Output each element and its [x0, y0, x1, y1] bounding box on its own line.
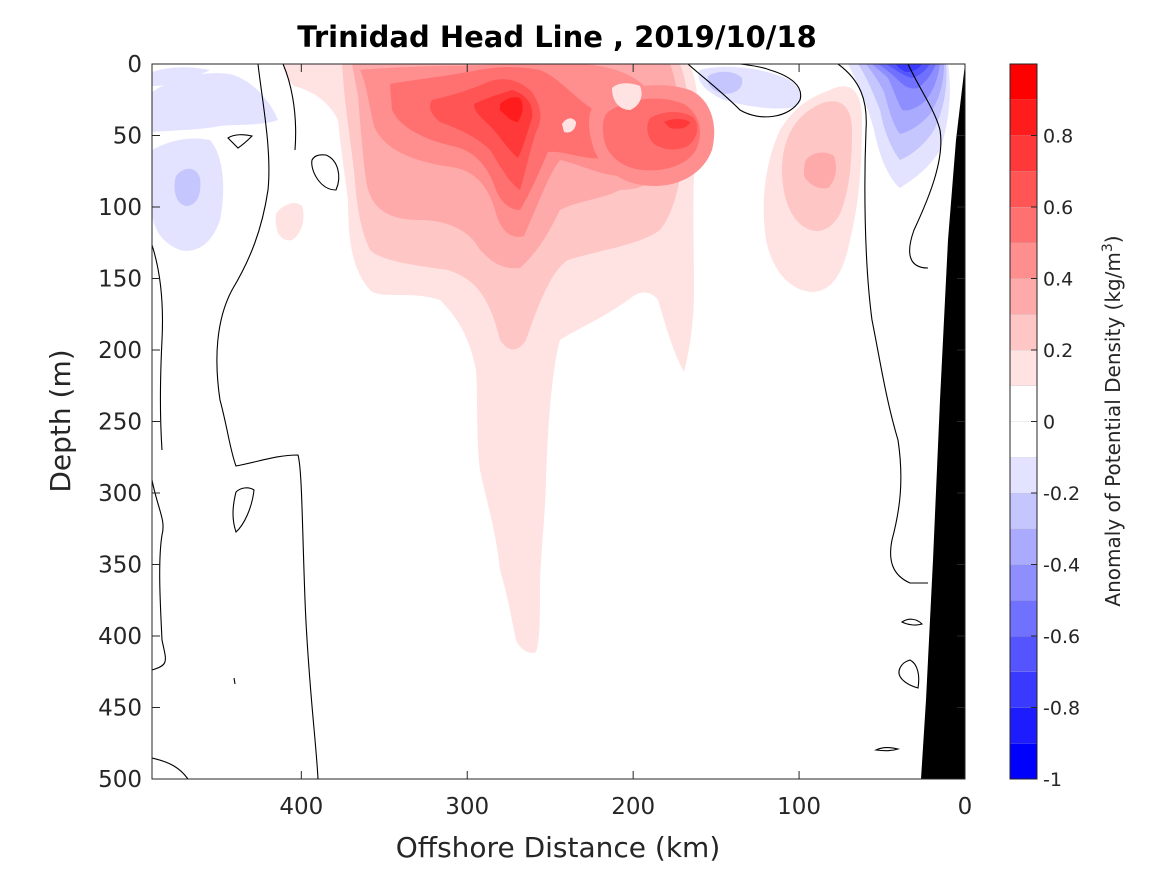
zero-contour-west-edge	[152, 244, 164, 451]
x-tick-label: 300	[445, 794, 489, 820]
colorbar-tick-label: 0.2	[1043, 340, 1073, 362]
y-tick-label: 100	[98, 195, 142, 221]
anomaly-band-0.1-patch	[275, 203, 304, 241]
colorbar-swatch	[1010, 564, 1037, 601]
colorbar-swatch	[1010, 528, 1037, 565]
chart-title: Trinidad Head Line , 2019/10/18	[297, 20, 817, 54]
colorbar-swatch	[1010, 135, 1037, 172]
colorbar-ticks: -1 -0.8 -0.6 -0.4 -0.2 0 0.2 0.4 0.6 0.8	[1031, 126, 1080, 791]
y-tick-label: 200	[98, 338, 142, 364]
x-axis-label: Offshore Distance (km)	[396, 831, 721, 864]
colorbar-swatch	[1010, 671, 1037, 708]
colorbar-swatch	[1010, 493, 1037, 529]
x-tick-label: 100	[777, 794, 821, 820]
colorbar-tick-label: -0.8	[1043, 698, 1080, 720]
zero-contour-center	[282, 64, 297, 151]
zero-contours	[152, 64, 942, 779]
colorbar	[1010, 63, 1037, 779]
anomaly-band-neg-0.1-west-top2	[152, 67, 210, 86]
zero-contour-island-4	[898, 659, 920, 689]
colorbar-swatch	[1010, 64, 1037, 100]
colorbar-swatch	[1010, 99, 1037, 136]
zero-contour-island-5	[900, 618, 924, 626]
x-tick-label: 200	[611, 794, 655, 820]
anomaly-band-neg-0.2-west	[174, 168, 201, 206]
anomaly-gap-0.1b	[562, 118, 576, 133]
colorbar-swatch	[1010, 743, 1037, 779]
colorbar-tick-label: -1	[1043, 769, 1062, 791]
zero-contour-east-inner	[907, 64, 942, 269]
zero-contour-east	[837, 64, 928, 584]
colorbar-swatch	[1010, 242, 1037, 279]
colorbar-swatch	[1010, 207, 1037, 243]
zero-contour-offshore-west	[216, 64, 319, 779]
colorbar-tick-label: -0.4	[1043, 555, 1080, 577]
colorbar-tick-label: -0.6	[1043, 626, 1080, 648]
anomaly-band-0.3-near	[804, 152, 836, 189]
y-tick-label: 350	[98, 553, 142, 579]
colorbar-tick-label: 0	[1043, 412, 1055, 434]
colorbar-swatch	[1010, 385, 1037, 422]
anomaly-gap-0.1	[612, 83, 642, 110]
colorbar-swatch	[1010, 278, 1037, 315]
anomaly-band-0.6-second	[647, 112, 698, 150]
colorbar-swatch	[1010, 636, 1037, 672]
x-tick-label: 400	[279, 794, 323, 820]
y-tick-label: 400	[98, 624, 142, 650]
colorbar-tick-label: 0.4	[1043, 269, 1073, 291]
colorbar-label: Anomaly of Potential Density (kg/m3)	[1100, 235, 1125, 606]
colorbar-swatch	[1010, 171, 1037, 207]
x-axis: 400 300 200 100 0	[279, 64, 972, 820]
y-tick-label: 0	[127, 52, 142, 78]
y-axis-label: Depth (m)	[44, 349, 77, 492]
anomaly-band-neg-0.1-west-top	[152, 73, 278, 132]
x-tick-label: 0	[958, 794, 973, 820]
colorbar-swatch	[1010, 350, 1037, 386]
zero-contour-140km	[687, 64, 802, 118]
y-tick-label: 150	[98, 267, 142, 293]
y-axis: 0 50 100 150 200 250 300 350 400 450 500	[98, 52, 965, 793]
zero-contour-island-1	[311, 154, 340, 191]
anomaly-band-0.7-second	[664, 119, 690, 129]
colorbar-swatch	[1010, 314, 1037, 350]
colorbar-tick-label: -0.2	[1043, 483, 1080, 505]
colorbar-swatch	[1010, 600, 1037, 636]
colorbar-tick-label: 0.6	[1043, 197, 1073, 219]
y-tick-label: 450	[98, 696, 142, 722]
zero-contour-island-6	[874, 747, 900, 752]
land-mask	[921, 64, 965, 779]
anomaly-band-neg-0.7-near	[896, 64, 922, 72]
colorbar-tick-label: 0.8	[1043, 126, 1073, 148]
y-tick-label: 250	[98, 410, 142, 436]
zero-contour-west-edge-2	[152, 479, 166, 671]
zero-contour-bottom-left	[152, 757, 189, 779]
anomaly-band-0.8-main	[500, 97, 523, 122]
zero-contour-island-3	[232, 487, 255, 533]
colorbar-swatch	[1010, 707, 1037, 744]
y-tick-label: 50	[113, 124, 142, 150]
zero-contour-island-2	[227, 134, 254, 149]
colorbar-swatch	[1010, 457, 1037, 493]
colorbar-swatch	[1010, 421, 1037, 458]
y-tick-label: 300	[98, 481, 142, 507]
anomaly-fills	[152, 64, 950, 653]
y-tick-label: 500	[98, 767, 142, 793]
zero-contour-dot	[233, 677, 236, 685]
